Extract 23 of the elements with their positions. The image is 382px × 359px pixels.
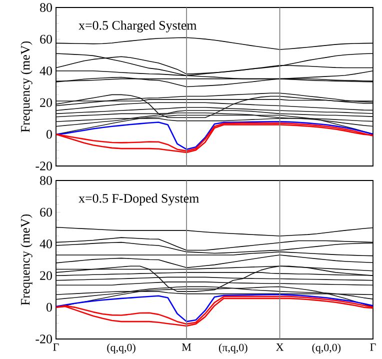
x-tick-label: Γ [53, 344, 59, 351]
y-tick-label: 0 [46, 130, 52, 139]
y-tick-label: 60 [40, 208, 52, 217]
y-axis-title: Frequency (meV) [20, 41, 32, 132]
y-tick-label: 0 [46, 302, 52, 312]
y-tick-label: 20 [40, 98, 52, 107]
y-tick-label: 80 [40, 176, 52, 185]
x-tick-label: (q,q,0) [107, 344, 136, 354]
y-tick-label: 80 [40, 3, 52, 12]
y-tick-label: -20 [36, 334, 52, 344]
x-tick-label: M [182, 344, 192, 351]
x-tick-label: X [276, 344, 284, 351]
text: x=0.5 F-Doped System [78, 194, 199, 206]
y-tick-label: 20 [40, 271, 52, 280]
y-tick-label: 40 [40, 66, 52, 76]
y-tick-label: -20 [36, 162, 52, 170]
y-tick-label: 40 [40, 240, 52, 248]
x-tick-label: (q,0,0) [312, 344, 341, 354]
y-axis-title: Frequency (meV) [20, 214, 32, 306]
x-tick-label: (π,q,0) [218, 344, 248, 354]
x-tick-label: Γ [370, 344, 376, 351]
y-tick-label: 60 [40, 34, 52, 44]
text: x=0.5 Charged System [78, 20, 197, 32]
